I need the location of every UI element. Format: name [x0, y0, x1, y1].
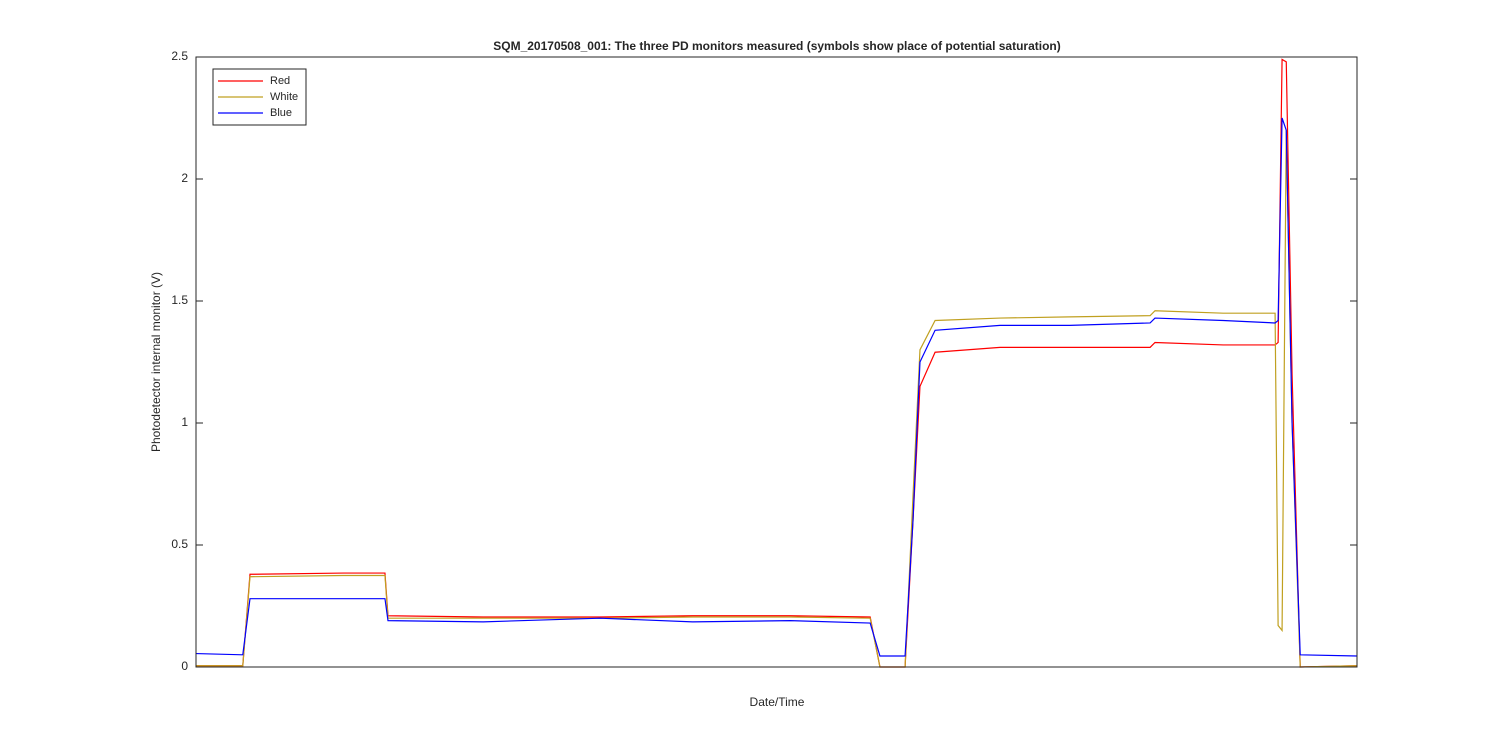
- y-tick-label: 0.5: [171, 537, 188, 551]
- legend-label: Red: [270, 75, 290, 87]
- legend-label: Blue: [270, 107, 292, 119]
- y-tick-label: 0: [181, 659, 188, 673]
- chart-title: SQM_20170508_001: The three PD monitors …: [493, 39, 1061, 53]
- y-tick-label: 1: [181, 415, 188, 429]
- legend-label: White: [270, 91, 298, 103]
- y-tick-label: 2: [181, 171, 188, 185]
- x-axis-label: Date/Time: [750, 695, 805, 709]
- y-axis-label: Photodetector internal monitor (V): [149, 272, 163, 452]
- plot-area: [196, 57, 1357, 667]
- y-tick-label: 1.5: [171, 293, 188, 307]
- data-line: [196, 130, 1358, 668]
- y-tick-label: 2.5: [171, 49, 188, 63]
- axes-box: [195, 56, 1358, 668]
- data-line: [195, 117, 1358, 657]
